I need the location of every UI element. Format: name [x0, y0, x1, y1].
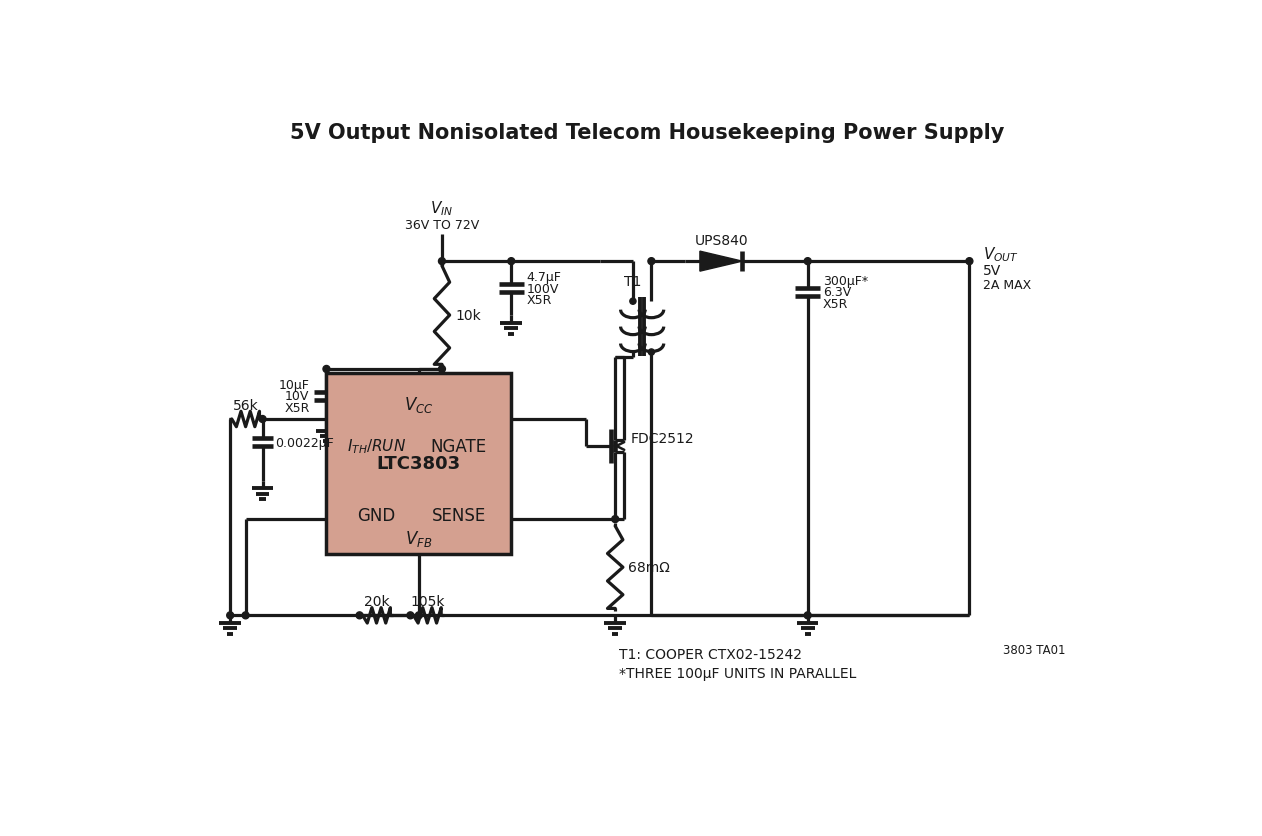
- Text: $V_{FB}$: $V_{FB}$: [405, 528, 433, 548]
- Text: UPS840: UPS840: [694, 233, 748, 247]
- Bar: [327, 374, 511, 554]
- Circle shape: [649, 349, 655, 355]
- Polygon shape: [700, 252, 742, 272]
- Circle shape: [406, 612, 414, 619]
- Text: 10k: 10k: [456, 308, 482, 323]
- Circle shape: [507, 258, 515, 265]
- Text: 10μF: 10μF: [279, 379, 309, 391]
- Text: GND: GND: [357, 507, 395, 525]
- Circle shape: [438, 258, 445, 265]
- Text: 100V: 100V: [526, 283, 559, 295]
- Circle shape: [242, 612, 249, 619]
- Text: 0.0022μF: 0.0022μF: [275, 436, 333, 449]
- Text: $V_{OUT}$: $V_{OUT}$: [983, 245, 1020, 263]
- Circle shape: [612, 516, 618, 523]
- Text: 105k: 105k: [410, 594, 444, 609]
- Text: 5V: 5V: [983, 264, 1002, 278]
- Text: X5R: X5R: [823, 298, 848, 311]
- Text: 2A MAX: 2A MAX: [983, 278, 1031, 292]
- Circle shape: [804, 612, 811, 619]
- Circle shape: [438, 366, 445, 373]
- Circle shape: [415, 612, 423, 619]
- Text: T1: T1: [625, 275, 641, 288]
- Text: T1: COOPER CTX02-15242: T1: COOPER CTX02-15242: [620, 647, 803, 661]
- Circle shape: [227, 612, 233, 619]
- Text: NGATE: NGATE: [430, 437, 487, 456]
- Text: $I_{TH}/RUN$: $I_{TH}/RUN$: [347, 437, 406, 456]
- Text: X5R: X5R: [526, 293, 551, 307]
- Text: LTC3803: LTC3803: [377, 455, 461, 472]
- Text: 5V Output Nonisolated Telecom Housekeeping Power Supply: 5V Output Nonisolated Telecom Housekeepi…: [289, 123, 1005, 143]
- Circle shape: [804, 258, 811, 265]
- Text: 36V TO 72V: 36V TO 72V: [405, 218, 480, 232]
- Text: *THREE 100μF UNITS IN PARALLEL: *THREE 100μF UNITS IN PARALLEL: [620, 666, 857, 681]
- Text: X5R: X5R: [284, 401, 309, 415]
- Circle shape: [323, 366, 329, 373]
- Text: 6.3V: 6.3V: [823, 286, 852, 299]
- Text: 300μF*: 300μF*: [823, 274, 868, 288]
- Text: $V_{IN}$: $V_{IN}$: [430, 199, 453, 217]
- Circle shape: [630, 298, 636, 305]
- Circle shape: [356, 612, 363, 619]
- Circle shape: [259, 416, 266, 423]
- Text: FDC2512: FDC2512: [631, 431, 694, 446]
- Circle shape: [965, 258, 973, 265]
- Text: 4.7μF: 4.7μF: [526, 271, 562, 283]
- Text: SENSE: SENSE: [432, 507, 486, 525]
- Text: 68mΩ: 68mΩ: [627, 561, 669, 574]
- Text: 56k: 56k: [232, 399, 259, 413]
- Text: 3803 TA01: 3803 TA01: [1003, 644, 1065, 657]
- Text: $V_{CC}$: $V_{CC}$: [404, 394, 434, 414]
- Text: 20k: 20k: [363, 594, 389, 609]
- Text: 10V: 10V: [285, 390, 309, 403]
- Circle shape: [647, 258, 655, 265]
